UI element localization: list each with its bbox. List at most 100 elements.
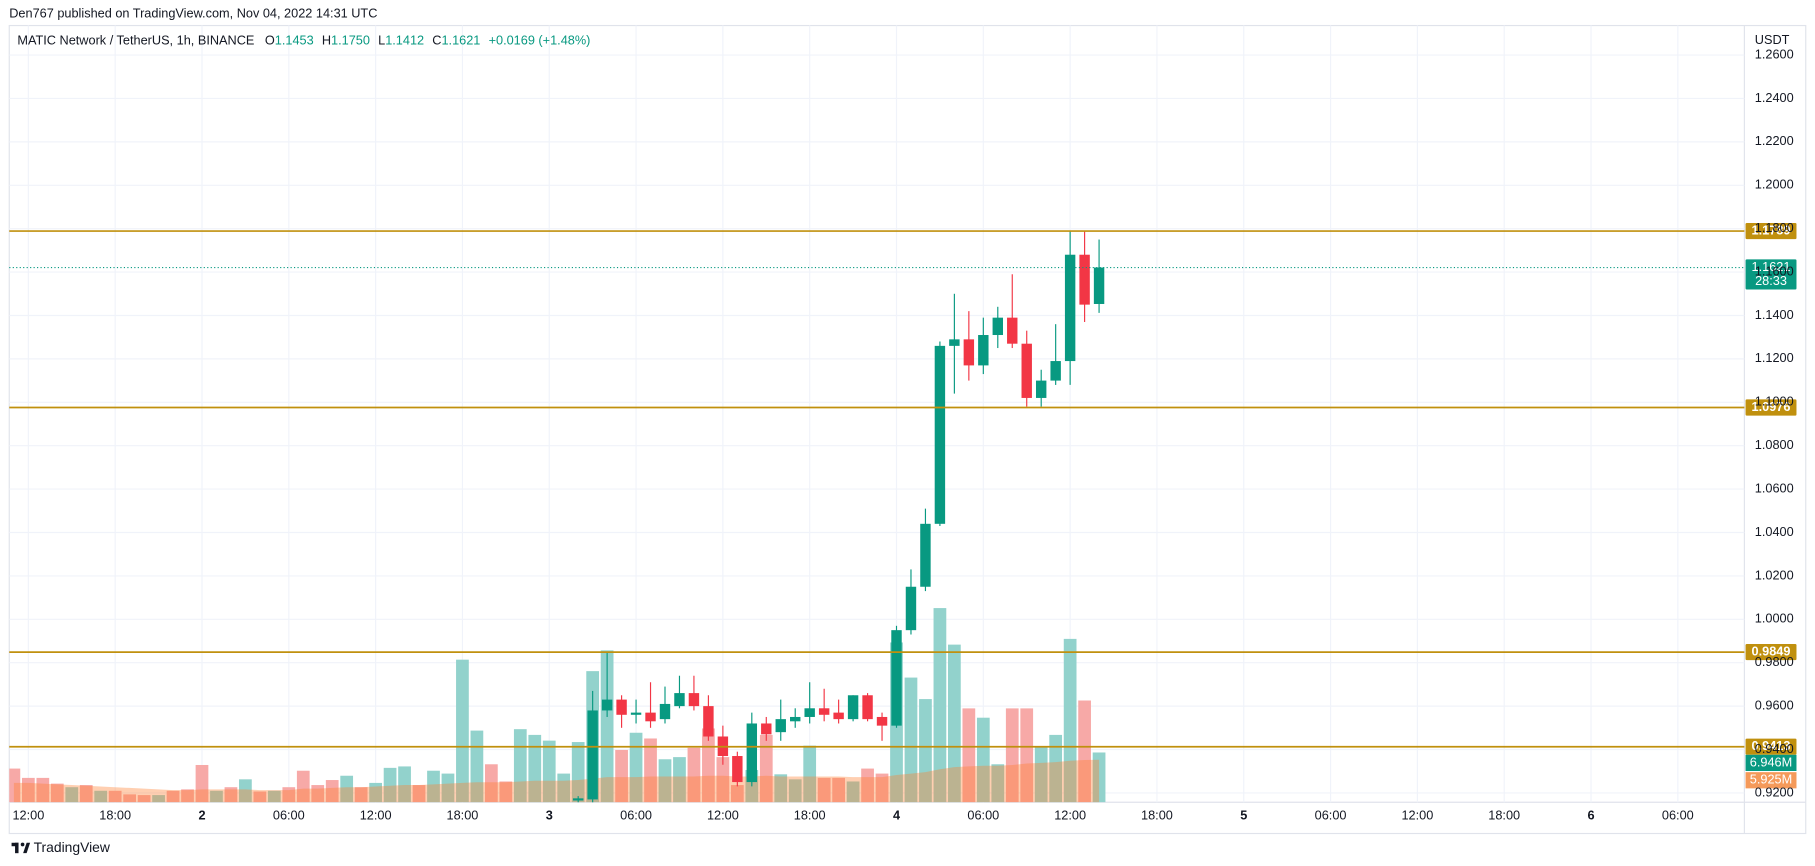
volume-bar [673,757,686,803]
candle-body [1064,254,1076,362]
symbol: MATIC Network / TetherUS, 1h, BINANCE [17,33,254,48]
volume-bar [485,764,498,803]
x-tick-label: 12:00 [1054,808,1086,823]
x-tick-label: 06:00 [1662,808,1694,823]
y-tick-label: 1.0200 [1755,567,1794,582]
volume-bar [441,773,455,803]
volume-bar [904,677,918,803]
x-tick-label: 2 [198,808,205,823]
volume-bar [108,790,122,803]
y-tick-label: 1.2600 [1755,46,1794,61]
y-tick-label: 1.1000 [1755,394,1794,409]
x-tick-label: 12:00 [12,808,44,823]
volume-bar [412,785,426,803]
candle-body [790,716,801,722]
volume-bar [919,699,932,803]
y-tick-label: 0.9200 [1755,784,1794,799]
volume-bar [325,780,339,803]
volume-bar [79,785,93,803]
y-tick-label: 0.9600 [1755,697,1794,712]
y-tick-label: 1.1800 [1755,220,1794,235]
volume-bar [1034,746,1048,803]
volume-bar [774,774,788,803]
y-tick-label: 1.2000 [1755,177,1794,192]
y-tick-label: 1.1400 [1755,307,1794,322]
volume-bar [1092,752,1106,803]
y-tick-label: 1.0600 [1755,480,1794,495]
volume-bar [933,608,947,803]
level-label-bg [1745,643,1797,661]
volume-bar [50,783,64,803]
volume-bar [166,790,180,803]
volume-bar [832,777,845,803]
candle-body [1050,361,1061,381]
volume-bar [253,791,267,803]
x-tick-label: 06:00 [1315,808,1347,823]
volume-bar [123,794,137,803]
volume-bar [1049,734,1063,803]
volume-bar [716,757,730,803]
volume-bar [1005,708,1019,803]
volume-bar [817,777,831,803]
x-tick-label: 18:00 [99,808,131,823]
volume-bar [976,717,990,803]
candle-body [761,723,772,735]
candle-body [587,710,598,800]
volume-ma-area [13,759,1100,803]
candle-body [630,712,642,715]
level-label-bg [1745,222,1797,240]
volume-bar [427,770,440,803]
x-tick-label: 5 [1240,808,1247,823]
volume-bar [21,777,35,803]
volume-bar [571,742,585,803]
x-tick-label: 6 [1587,808,1594,823]
ohlc-value: 1.1750 [331,33,370,48]
candle-body [688,693,700,707]
candle-body [746,723,758,783]
tradingview-logo [11,842,31,854]
volume-bar [803,745,817,803]
volume-bar [528,734,542,803]
candle-body [674,693,685,707]
y-tick-label: 1.1200 [1755,350,1794,365]
grid [9,25,1745,803]
ohlc-prefix: L [378,33,385,48]
volume-bar [470,730,484,803]
volume-label: 6.946M [1750,754,1792,769]
last-price-label: 1.1621 [1752,259,1791,274]
volume-bar [369,782,382,803]
candle-body [775,719,786,733]
volume-bar [644,738,657,803]
ohlc-value: 1.1453 [275,33,314,48]
candle-body [601,699,613,711]
volume-bar [557,773,571,803]
volume-bar [600,650,614,803]
volume-bar [615,749,628,803]
level-label-bg [1745,399,1797,416]
y-tick-label: 1.0400 [1755,524,1794,539]
volume-bar [383,767,397,803]
candle-body [934,345,946,524]
level-label-bg [1745,738,1797,755]
volume-bar [629,732,643,803]
candle-body [833,712,844,720]
level-label: 0.9849 [1752,643,1791,658]
x-tick-label: 4 [893,808,900,823]
candle-body [804,708,815,717]
candle-body [963,339,975,366]
candle-body [847,695,859,720]
volume-bar [239,779,252,803]
legend-line: MATIC Network / TetherUS, 1h, BINANCE O1… [17,33,590,48]
candle-body [891,630,902,726]
candle-body [1079,254,1090,305]
candle-body [732,756,743,783]
axes: 0.9200 0.9400 0.9600 0.9800 1.0000 1.0200 1.04… [12,46,1793,822]
candle-body [659,703,671,720]
volume-bar [195,764,209,803]
volume-ma-label-bg [1745,772,1797,789]
x-tick-label: 12:00 [1401,808,1433,823]
x-tick-label: 12:00 [707,808,739,823]
y-tick-label: 1.1600 [1755,263,1794,278]
volume-bar [875,773,889,803]
